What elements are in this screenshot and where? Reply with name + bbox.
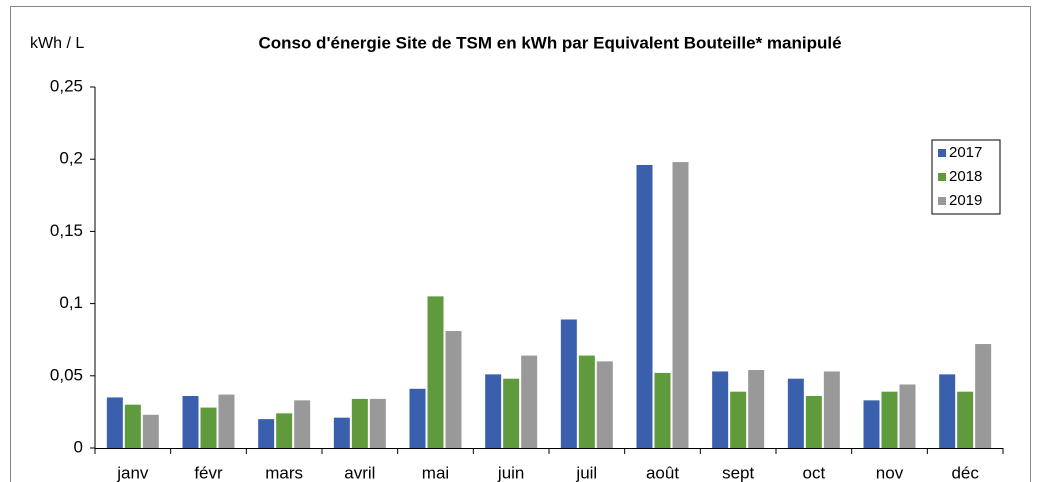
- bar: [730, 391, 747, 448]
- y-tick-label: 0,05: [50, 365, 83, 384]
- x-tick-label: oct: [802, 463, 825, 482]
- x-tick-label: avril: [344, 463, 375, 482]
- bar: [805, 396, 822, 448]
- bar: [636, 164, 653, 448]
- bar: [445, 331, 462, 448]
- bar: [351, 398, 368, 448]
- y-axis-label: kWh / L: [30, 35, 84, 52]
- bar: [596, 361, 613, 448]
- x-tick-label: juin: [497, 463, 524, 482]
- bar: [521, 355, 538, 448]
- bar: [863, 400, 880, 448]
- bar: [957, 391, 974, 448]
- y-tick-label: 0,15: [50, 221, 83, 240]
- bar: [294, 400, 311, 448]
- x-tick-label: août: [646, 463, 679, 482]
- bar: [369, 398, 386, 448]
- legend-label: 2017: [949, 144, 982, 161]
- bar: [560, 319, 577, 448]
- chart-frame: [10, 6, 1031, 482]
- bar: [578, 355, 595, 448]
- y-tick-label: 0: [74, 437, 83, 456]
- bar: [654, 372, 671, 448]
- bar: [975, 344, 992, 448]
- y-tick-label: 0,25: [50, 76, 83, 95]
- legend-label: 2019: [949, 192, 982, 209]
- bar: [258, 419, 275, 448]
- bar: [787, 378, 804, 448]
- bar: [182, 396, 199, 448]
- x-tick-label: mai: [422, 463, 449, 482]
- x-tick-label: sept: [722, 463, 754, 482]
- bar: [142, 414, 159, 448]
- bar: [672, 162, 689, 448]
- bar: [409, 388, 426, 448]
- bar: [823, 371, 840, 448]
- bar: [124, 404, 141, 448]
- legend-swatch: [938, 197, 946, 205]
- x-tick-label: févr: [194, 463, 223, 482]
- bar: [899, 384, 916, 448]
- bar: [427, 296, 444, 448]
- bar: [276, 413, 293, 448]
- bar: [106, 397, 123, 448]
- legend-label: 2018: [949, 168, 982, 185]
- legend-swatch: [938, 149, 946, 157]
- bar: [712, 371, 729, 448]
- bar: [748, 370, 765, 448]
- x-tick-label: déc: [951, 463, 979, 482]
- legend-swatch: [938, 173, 946, 181]
- bar: [503, 378, 520, 448]
- y-tick-label: 0,1: [59, 293, 83, 312]
- x-tick-label: juil: [575, 463, 597, 482]
- bar: [939, 374, 956, 448]
- x-tick-label: janv: [116, 463, 149, 482]
- bar: [200, 407, 217, 448]
- bar: [333, 417, 350, 448]
- y-tick-label: 0,2: [59, 149, 83, 168]
- bar: [218, 394, 235, 448]
- bar: [485, 374, 502, 448]
- chart-title: Conso d'énergie Site de TSM en kWh par E…: [258, 33, 841, 52]
- x-tick-label: mars: [265, 463, 303, 482]
- x-tick-label: nov: [876, 463, 904, 482]
- bar: [881, 391, 898, 448]
